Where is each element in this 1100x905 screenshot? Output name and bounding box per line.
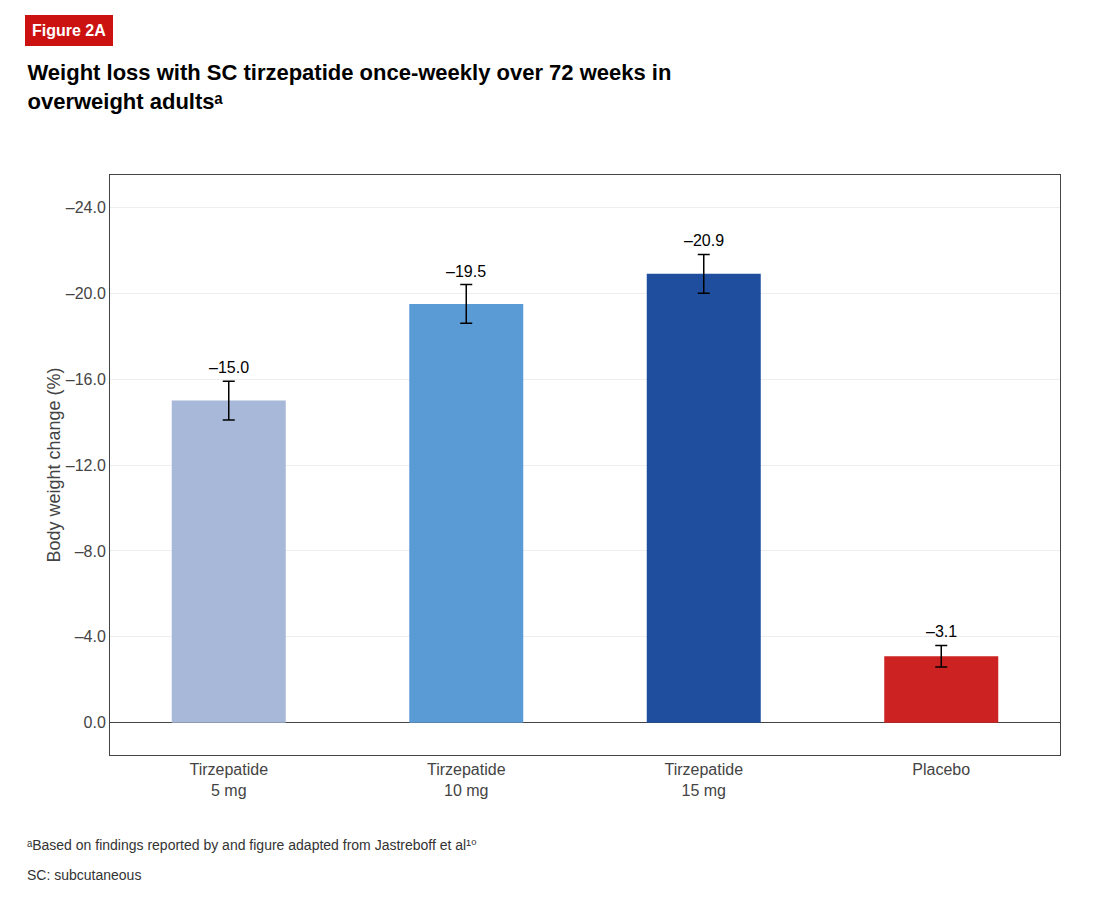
svg-text:–24.0: –24.0: [66, 199, 106, 216]
svg-text:–12.0: –12.0: [66, 457, 106, 474]
svg-text:SC: subcutaneous: SC: subcutaneous: [27, 867, 141, 883]
svg-text:–3.1: –3.1: [926, 623, 957, 640]
svg-text:Figure 2A: Figure 2A: [32, 22, 106, 39]
svg-text:–20.0: –20.0: [66, 285, 106, 302]
svg-text:–16.0: –16.0: [66, 371, 106, 388]
svg-text:Tirzepatide15 mg: Tirzepatide15 mg: [664, 761, 743, 799]
svg-text:Tirzepatide10 mg: Tirzepatide10 mg: [427, 761, 506, 799]
svg-text:–15.0: –15.0: [209, 359, 249, 376]
svg-text:–20.9: –20.9: [684, 232, 724, 249]
svg-text:Body weight change (%): Body weight change (%): [44, 367, 64, 562]
svg-text:Placebo: Placebo: [912, 761, 970, 778]
svg-text:–19.5: –19.5: [446, 263, 486, 280]
svg-text:0.0: 0.0: [84, 714, 106, 731]
svg-text:Weight loss with SC tirzepatid: Weight loss with SC tirzepatide once-wee…: [28, 60, 672, 114]
svg-text:Tirzepatide5 mg: Tirzepatide5 mg: [189, 761, 268, 799]
svg-text:–4.0: –4.0: [75, 628, 106, 645]
svg-text:ᵃBased on findings reported by: ᵃBased on findings reported by and figur…: [27, 837, 477, 853]
svg-text:–8.0: –8.0: [75, 543, 106, 560]
